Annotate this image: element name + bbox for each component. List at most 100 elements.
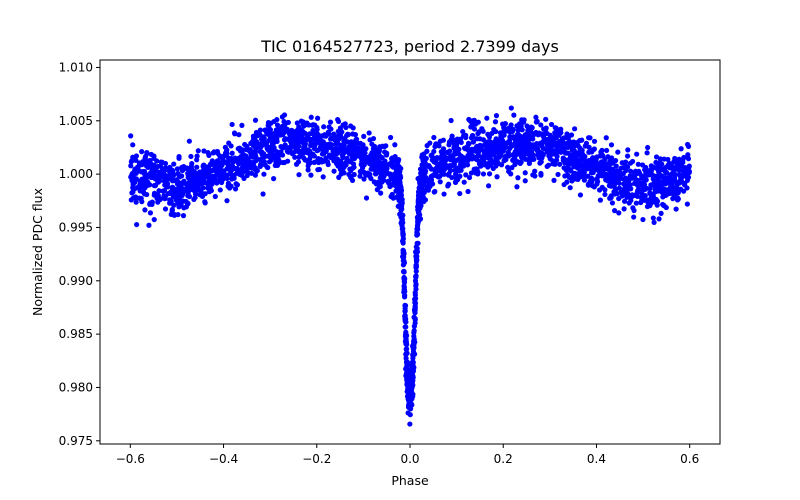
data-point bbox=[608, 156, 614, 162]
data-point bbox=[406, 377, 413, 383]
x-tick-label: −0.2 bbox=[302, 452, 331, 466]
data-point bbox=[635, 188, 641, 194]
data-point bbox=[199, 179, 205, 186]
data-point bbox=[351, 171, 357, 178]
data-point bbox=[675, 190, 681, 196]
data-point bbox=[192, 195, 198, 201]
data-point bbox=[162, 206, 169, 212]
data-point bbox=[538, 170, 544, 177]
data-point bbox=[612, 208, 618, 214]
data-point bbox=[440, 152, 446, 158]
data-point bbox=[241, 175, 247, 182]
data-point bbox=[512, 135, 518, 142]
data-point bbox=[561, 181, 567, 188]
y-tick-label: 1.000 bbox=[59, 167, 93, 181]
data-point bbox=[525, 134, 531, 141]
data-point bbox=[558, 142, 564, 149]
data-point bbox=[240, 169, 246, 175]
data-point bbox=[194, 164, 200, 170]
data-point bbox=[514, 184, 520, 190]
data-point bbox=[410, 374, 416, 380]
data-point bbox=[508, 171, 514, 177]
data-point bbox=[239, 122, 245, 128]
data-point bbox=[580, 171, 587, 177]
data-point bbox=[605, 177, 611, 183]
data-point bbox=[188, 153, 194, 160]
data-point bbox=[266, 137, 273, 143]
data-point bbox=[609, 160, 615, 166]
data-point bbox=[406, 397, 412, 403]
data-point bbox=[616, 185, 623, 191]
data-point bbox=[403, 351, 409, 357]
data-point bbox=[359, 145, 365, 151]
data-point bbox=[519, 127, 525, 133]
data-point bbox=[558, 130, 564, 136]
data-point bbox=[624, 193, 631, 199]
data-point bbox=[448, 117, 454, 124]
data-point bbox=[656, 181, 662, 187]
data-point bbox=[400, 247, 406, 253]
data-point bbox=[334, 139, 340, 145]
data-point bbox=[461, 162, 467, 168]
data-point bbox=[369, 159, 376, 165]
data-point bbox=[180, 213, 187, 219]
data-point bbox=[639, 186, 646, 193]
data-point bbox=[292, 154, 298, 160]
data-point bbox=[613, 163, 619, 169]
data-point bbox=[595, 179, 601, 185]
data-point bbox=[229, 176, 235, 182]
data-point bbox=[222, 144, 228, 150]
data-point bbox=[516, 138, 522, 144]
data-point bbox=[599, 173, 605, 179]
data-point bbox=[260, 191, 266, 197]
data-point bbox=[591, 138, 598, 144]
data-point bbox=[147, 210, 154, 216]
data-point bbox=[218, 179, 225, 186]
data-point bbox=[432, 188, 438, 195]
y-tick-label: 1.005 bbox=[59, 114, 93, 128]
data-point bbox=[371, 151, 377, 157]
data-point bbox=[171, 172, 177, 178]
data-point bbox=[309, 136, 316, 143]
data-point bbox=[382, 169, 388, 175]
data-point bbox=[412, 315, 418, 322]
data-point bbox=[259, 151, 265, 158]
data-point bbox=[302, 130, 308, 136]
data-point bbox=[136, 162, 143, 168]
data-point bbox=[611, 175, 617, 181]
data-point bbox=[407, 421, 413, 427]
data-point bbox=[378, 190, 384, 196]
data-point bbox=[157, 178, 163, 184]
data-point bbox=[597, 163, 603, 169]
data-point bbox=[626, 200, 632, 206]
data-point bbox=[352, 140, 359, 146]
data-point bbox=[446, 171, 452, 177]
data-point bbox=[329, 135, 335, 141]
data-point bbox=[149, 164, 155, 171]
data-point bbox=[203, 171, 209, 177]
data-point bbox=[253, 138, 260, 145]
data-point bbox=[186, 138, 192, 144]
data-point bbox=[320, 174, 326, 180]
data-point bbox=[188, 163, 194, 170]
data-point bbox=[448, 136, 455, 142]
data-point bbox=[412, 304, 418, 311]
data-point bbox=[568, 141, 574, 148]
data-point bbox=[510, 157, 516, 163]
data-point bbox=[547, 144, 554, 150]
data-point bbox=[533, 129, 539, 136]
data-point bbox=[588, 175, 595, 181]
data-point bbox=[647, 191, 654, 197]
data-point bbox=[226, 159, 232, 165]
data-point bbox=[407, 388, 413, 394]
data-point bbox=[413, 274, 419, 280]
data-point bbox=[399, 213, 405, 219]
data-point bbox=[247, 147, 253, 153]
data-point bbox=[437, 138, 443, 144]
data-point bbox=[665, 156, 671, 163]
y-tick-label: 0.995 bbox=[59, 220, 93, 234]
data-point bbox=[667, 190, 673, 197]
data-point bbox=[568, 155, 575, 162]
data-point bbox=[183, 204, 189, 210]
data-point bbox=[257, 163, 263, 170]
